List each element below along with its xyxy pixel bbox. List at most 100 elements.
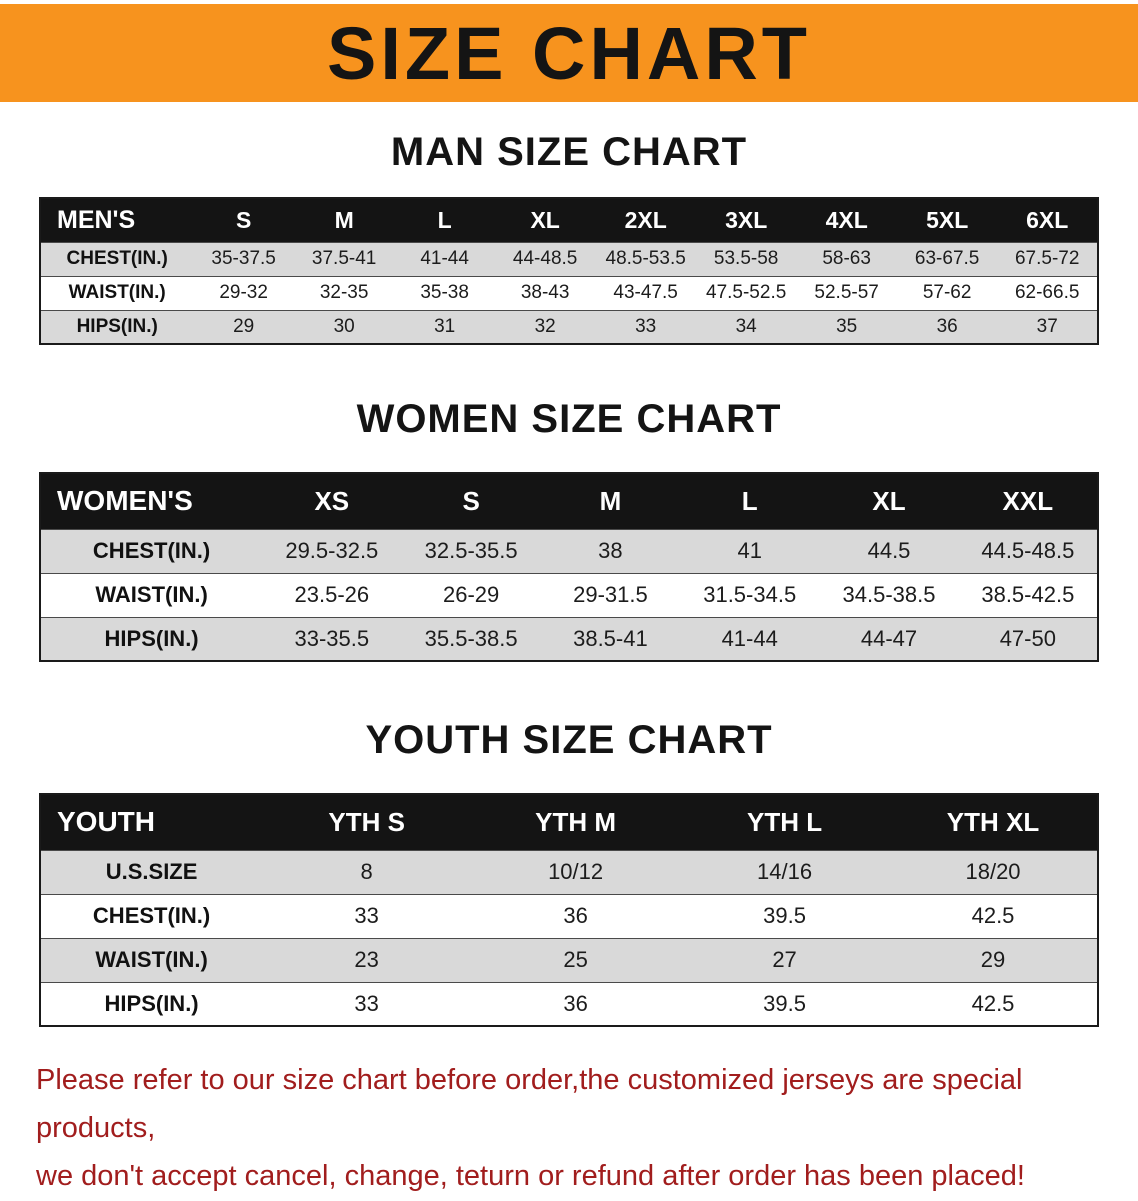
size-column-header: XL — [530, 206, 560, 233]
size-value-cell: 42.5 — [889, 893, 1098, 938]
size-column-header: YTH S — [328, 806, 405, 837]
size-value-cell: 31 — [394, 309, 495, 344]
size-column-header: XL — [872, 485, 906, 516]
table-row: WAIST(IN.) 29-32 32-35 35-38 38-43 43-47.5 47.… — [40, 275, 1098, 310]
size-value-cell: 63-67.5 — [896, 241, 998, 276]
size-chart-content: MAN SIZE CHART MEN'S S M L XL 2XL 3XL 4XL 5XL 6XL… — [0, 130, 1138, 1027]
size-value-cell: 44.5-48.5 — [958, 528, 1098, 573]
order-notice: Please refer to our size chart before or… — [36, 1057, 1102, 1201]
table-row: U.S.SIZE 8 10/12 14/16 18/20 — [40, 849, 1098, 894]
size-value-cell: 34 — [695, 309, 797, 344]
man-size-section: MAN SIZE CHART MEN'S S M L XL 2XL 3XL 4XL 5XL 6XL… — [0, 130, 1138, 345]
row-label: CHEST(IN.) — [40, 893, 263, 938]
size-column-header: YTH M — [535, 806, 617, 837]
size-value-cell: 44.5 — [819, 528, 959, 573]
size-value-cell: 29 — [889, 937, 1098, 982]
youth-size-heading: YOUTH SIZE CHART — [365, 718, 773, 762]
size-value-cell: 39.5 — [680, 893, 890, 938]
table-header-row: YOUTH YTH S YTH M YTH L YTH XL — [40, 794, 1098, 850]
man-size-heading: MAN SIZE CHART — [390, 130, 748, 174]
banner: SIZE CHART — [0, 4, 1138, 102]
size-value-cell: 42.5 — [889, 981, 1098, 1026]
size-value-cell: 35 — [796, 309, 897, 344]
size-value-cell: 37.5-41 — [293, 241, 395, 276]
size-value-cell: 31.5-34.5 — [680, 572, 820, 617]
size-column-header: 4XL — [825, 206, 868, 233]
size-table: YOUTH YTH S YTH M YTH L YTH XL U.S.SIZE 8 10/12… — [39, 793, 1099, 1027]
table-row: HIPS(IN.) 33 36 39.5 42.5 — [40, 981, 1098, 1026]
row-label: WAIST(IN.) — [40, 937, 263, 982]
size-value-cell: 36 — [471, 893, 681, 938]
row-label: HIPS(IN.) — [40, 981, 263, 1026]
size-column-header: L — [437, 206, 452, 233]
size-value-cell: 38.5-42.5 — [958, 572, 1098, 617]
row-label: CHEST(IN.) — [40, 241, 194, 276]
size-value-cell: 43-47.5 — [595, 275, 696, 310]
table-row: CHEST(IN.) 33 36 39.5 42.5 — [40, 893, 1098, 938]
size-value-cell: 23 — [262, 937, 472, 982]
womens-size-table: WOMEN'S XS S M L XL XXL CHEST(IN.) 29.5-32.5 32.5… — [39, 472, 1099, 662]
size-column-header: 3XL — [725, 206, 768, 233]
table-row: HIPS(IN.) 29 30 31 32 33 34 35 36 37 — [40, 309, 1098, 344]
table-row: CHEST(IN.) 29.5-32.5 32.5-35.5 38 41 44.5 44.5… — [40, 528, 1098, 573]
size-value-cell: 29 — [193, 309, 294, 344]
size-value-cell: 53.5-58 — [695, 241, 797, 276]
size-value-cell: 25 — [471, 937, 681, 982]
table-title-cell: WOMEN'S — [57, 485, 193, 517]
table-title-cell: MEN'S — [57, 205, 136, 234]
size-column-header: XXL — [1002, 485, 1054, 516]
size-column-header: 2XL — [624, 206, 667, 233]
row-label: U.S.SIZE — [40, 849, 263, 894]
size-value-cell: 35-37.5 — [193, 241, 294, 276]
size-value-cell: 27 — [680, 937, 890, 982]
size-value-cell: 38.5-41 — [540, 616, 681, 661]
size-table: WOMEN'S XS S M L XL XXL CHEST(IN.) 29.5-32.5 32.5… — [39, 472, 1099, 662]
size-column-header: L — [741, 485, 758, 516]
size-value-cell: 10/12 — [471, 849, 681, 894]
size-value-cell: 41-44 — [394, 241, 495, 276]
size-table: MEN'S S M L XL 2XL 3XL 4XL 5XL 6XL CHEST(IN.) 35-37… — [39, 197, 1099, 345]
size-value-cell: 38-43 — [494, 275, 596, 310]
size-value-cell: 32.5-35.5 — [401, 528, 541, 573]
size-column-header: YTH XL — [946, 806, 1040, 837]
youth-size-section: YOUTH SIZE CHART YOUTH YTH S YTH M YTH L YTH… — [0, 718, 1138, 1027]
table-row: HIPS(IN.) 33-35.5 35.5-38.5 38.5-41 41-44 44-… — [40, 616, 1098, 661]
size-value-cell: 33-35.5 — [262, 616, 402, 661]
size-value-cell: 36 — [471, 981, 681, 1026]
size-value-cell: 67.5-72 — [997, 241, 1098, 276]
size-value-cell: 58-63 — [796, 241, 897, 276]
row-label: WAIST(IN.) — [40, 572, 263, 617]
women-size-heading: WOMEN SIZE CHART — [356, 397, 782, 441]
size-value-cell: 38 — [540, 528, 681, 573]
size-column-header: YTH L — [747, 806, 823, 837]
table-row: CHEST(IN.) 35-37.5 37.5-41 41-44 44-48.5 48.5… — [40, 241, 1098, 276]
table-header-row: WOMEN'S XS S M L XL XXL — [40, 473, 1098, 529]
size-value-cell: 23.5-26 — [262, 572, 402, 617]
row-label: CHEST(IN.) — [40, 528, 263, 573]
size-value-cell: 33 — [262, 981, 472, 1026]
row-label: HIPS(IN.) — [40, 616, 263, 661]
size-value-cell: 30 — [293, 309, 395, 344]
notice-line-2: we don't accept cancel, change, teturn o… — [36, 1159, 1025, 1192]
size-value-cell: 29-32 — [193, 275, 294, 310]
size-value-cell: 33 — [595, 309, 696, 344]
page-title: SIZE CHART — [327, 11, 811, 95]
size-value-cell: 44-48.5 — [494, 241, 596, 276]
size-value-cell: 52.5-57 — [796, 275, 897, 310]
size-value-cell: 57-62 — [896, 275, 998, 310]
size-value-cell: 32 — [494, 309, 596, 344]
size-column-header: 5XL — [926, 206, 969, 233]
size-value-cell: 39.5 — [680, 981, 890, 1026]
size-column-header: XS — [314, 485, 350, 516]
size-value-cell: 26-29 — [401, 572, 541, 617]
size-value-cell: 18/20 — [889, 849, 1098, 894]
size-column-header: M — [334, 206, 354, 233]
size-value-cell: 34.5-38.5 — [819, 572, 959, 617]
women-size-section: WOMEN SIZE CHART WOMEN'S XS S M L XL XXL CHEST(… — [0, 397, 1138, 662]
table-title-cell: YOUTH — [57, 806, 155, 838]
size-value-cell: 48.5-53.5 — [595, 241, 696, 276]
size-column-header: 6XL — [1026, 206, 1069, 233]
size-value-cell: 62-66.5 — [997, 275, 1098, 310]
youth-size-table: YOUTH YTH S YTH M YTH L YTH XL U.S.SIZE 8 10/12… — [39, 793, 1099, 1027]
size-value-cell: 47.5-52.5 — [695, 275, 797, 310]
